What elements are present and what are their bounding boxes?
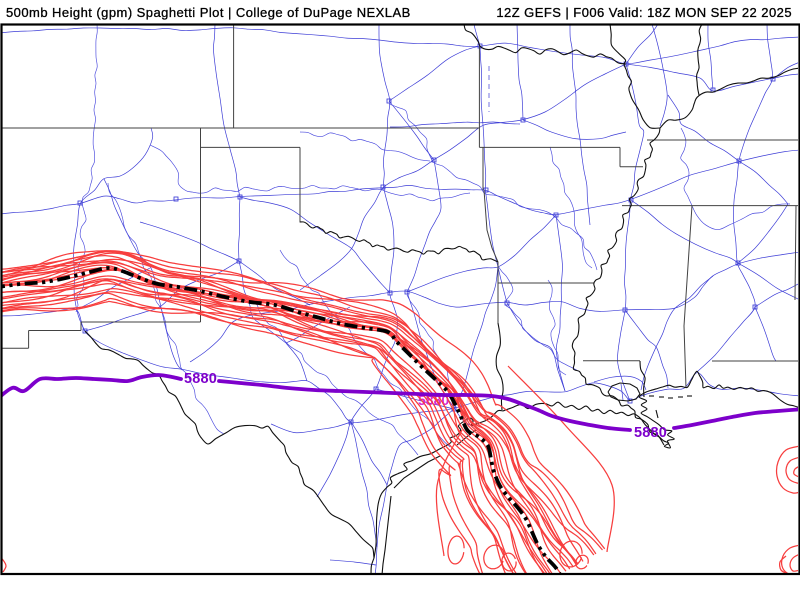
svg-text:12Z GEFS | F006 Valid: 18Z MON: 12Z GEFS | F006 Valid: 18Z MON SEP 22 20… xyxy=(496,5,792,20)
svg-text:500mb Height (gpm) Spaghetti P: 500mb Height (gpm) Spaghetti Plot | Coll… xyxy=(6,5,411,20)
svg-text:5880: 5880 xyxy=(634,425,667,441)
svg-text:5880: 5880 xyxy=(184,371,217,387)
